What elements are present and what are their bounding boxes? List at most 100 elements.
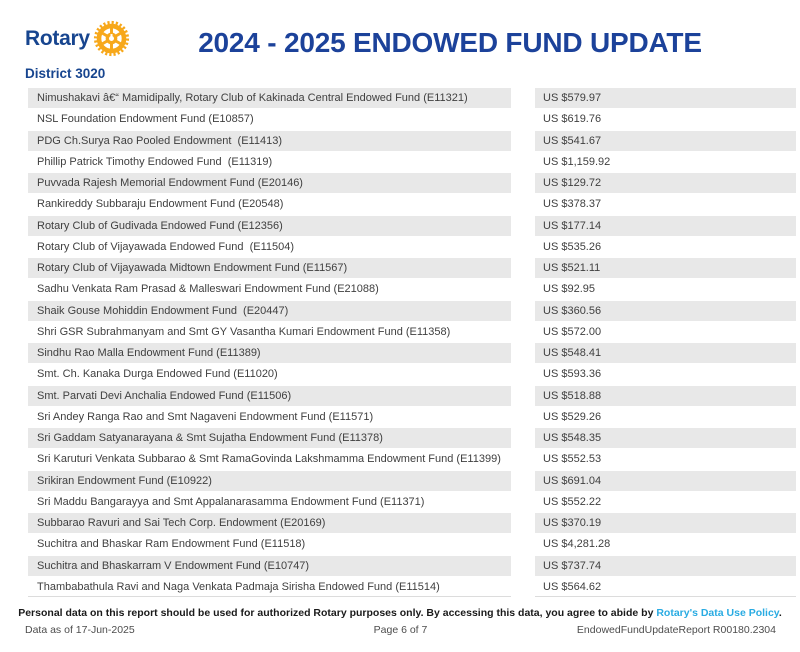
table-row: Sri Maddu Bangarayya and Smt Appalanaras… (28, 491, 796, 512)
fund-name-cell: Rankireddy Subbaraju Endowment Fund (E20… (28, 194, 511, 215)
table-row: Srikiran Endowment Fund (E10922) US $691… (28, 470, 796, 491)
privacy-notice: Personal data on this report should be u… (0, 607, 800, 619)
report-id: EndowedFundUpdateReport R00180.2304 (576, 624, 776, 636)
fund-name-cell: Smt. Parvati Devi Anchalia Endowed Fund … (28, 385, 511, 406)
table-row: Rotary Club of Vijayawada Endowed Fund (… (28, 236, 796, 257)
district-label: District 3020 (25, 66, 106, 81)
fund-name-cell: Sri Maddu Bangarayya and Smt Appalanaras… (28, 491, 511, 512)
table-row: PDG Ch.Surya Rao Pooled Endowment (E1141… (28, 130, 796, 151)
page-title: 2024 - 2025 ENDOWED FUND UPDATE (198, 27, 702, 58)
rotary-logo: Rotary (25, 20, 130, 57)
table-row: Smt. Parvati Devi Anchalia Endowed Fund … (28, 385, 796, 406)
fund-name-cell: NSL Foundation Endowment Fund (E10857) (28, 109, 511, 130)
table-row: Puvvada Rajesh Memorial Endowment Fund (… (28, 173, 796, 194)
column-gap (511, 258, 535, 278)
table-row: Sri Karuturi Venkata Subbarao & Smt Rama… (28, 449, 796, 470)
table-row: Nimushakavi â€“ Mamidipally, Rotary Club… (28, 88, 796, 109)
column-gap (511, 131, 535, 151)
table-row: Phillip Patrick Timothy Endowed Fund (E1… (28, 151, 796, 172)
fund-name-cell: Srikiran Endowment Fund (E10922) (28, 470, 511, 491)
fund-name-cell: Rotary Club of Gudivada Endowed Fund (E1… (28, 215, 511, 236)
table-row: NSL Foundation Endowment Fund (E10857) U… (28, 109, 796, 130)
table-row: Sadhu Venkata Ram Prasad & Malleswari En… (28, 279, 796, 300)
fund-amount-cell: US $552.53 (535, 449, 796, 470)
fund-amount-cell: US $579.97 (535, 88, 796, 109)
fund-name-cell: Sri Andey Ranga Rao and Smt Nagaveni End… (28, 406, 511, 427)
privacy-notice-text: Personal data on this report should be u… (18, 607, 657, 619)
fund-name-cell: Subbarao Ravuri and Sai Tech Corp. Endow… (28, 513, 511, 534)
column-gap (511, 556, 535, 576)
column-gap (511, 343, 535, 363)
fund-name-cell: Suchitra and Bhaskar Ram Endowment Fund … (28, 534, 511, 555)
fund-name-cell: Sri Gaddam Satyanarayana & Smt Sujatha E… (28, 428, 511, 449)
fund-amount-cell: US $564.62 (535, 576, 796, 597)
fund-name-cell: Suchitra and Bhaskarram V Endowment Fund… (28, 555, 511, 576)
table-row: Rankireddy Subbaraju Endowment Fund (E20… (28, 194, 796, 215)
column-gap (511, 322, 535, 342)
fund-amount-cell: US $4,281.28 (535, 534, 796, 555)
table-row: Suchitra and Bhaskarram V Endowment Fund… (28, 555, 796, 576)
data-as-of: Data as of 17-Jun-2025 (25, 624, 135, 636)
table-row: Suchitra and Bhaskar Ram Endowment Fund … (28, 534, 796, 555)
table-row: Shri GSR Subrahmanyam and Smt GY Vasanth… (28, 321, 796, 342)
fund-name-cell: Phillip Patrick Timothy Endowed Fund (E1… (28, 151, 511, 172)
column-gap (511, 88, 535, 108)
fund-amount-cell: US $521.11 (535, 258, 796, 279)
fund-name-cell: Nimushakavi â€“ Mamidipally, Rotary Club… (28, 88, 511, 109)
table-row: Smt. Ch. Kanaka Durga Endowed Fund (E110… (28, 364, 796, 385)
fund-amount-cell: US $177.14 (535, 215, 796, 236)
fund-amount-cell: US $737.74 (535, 555, 796, 576)
fund-amount-cell: US $548.35 (535, 428, 796, 449)
footer-meta: Data as of 17-Jun-2025 Page 6 of 7 Endow… (25, 624, 776, 636)
table-row: Rotary Club of Vijayawada Midtown Endowm… (28, 258, 796, 279)
table-row: Rotary Club of Gudivada Endowed Fund (E1… (28, 215, 796, 236)
column-gap (511, 237, 535, 257)
column-gap (511, 301, 535, 321)
column-gap (511, 428, 535, 448)
fund-amount-cell: US $572.00 (535, 321, 796, 342)
fund-amount-cell: US $529.26 (535, 406, 796, 427)
fund-amount-cell: US $619.76 (535, 109, 796, 130)
fund-amount-cell: US $92.95 (535, 279, 796, 300)
column-gap (511, 279, 535, 299)
fund-name-cell: Shaik Gouse Mohiddin Endowment Fund (E20… (28, 300, 511, 321)
rotary-gear-icon (93, 20, 129, 57)
column-gap (511, 386, 535, 406)
column-gap (511, 109, 535, 129)
column-gap (511, 407, 535, 427)
privacy-notice-period: . (778, 607, 782, 619)
column-gap (511, 492, 535, 512)
data-use-policy-link[interactable]: Rotary's Data Use Policy (656, 607, 779, 619)
fund-name-cell: Sadhu Venkata Ram Prasad & Malleswari En… (28, 279, 511, 300)
fund-name-cell: Thambabathula Ravi and Naga Venkata Padm… (28, 576, 511, 597)
fund-name-cell: Smt. Ch. Kanaka Durga Endowed Fund (E110… (28, 364, 511, 385)
fund-name-cell: Shri GSR Subrahmanyam and Smt GY Vasanth… (28, 321, 511, 342)
rotary-wordmark: Rotary (25, 27, 90, 50)
fund-amount-cell: US $360.56 (535, 300, 796, 321)
fund-amount-cell: US $593.36 (535, 364, 796, 385)
fund-amount-cell: US $541.67 (535, 130, 796, 151)
fund-amount-cell: US $691.04 (535, 470, 796, 491)
fund-name-cell: Rotary Club of Vijayawada Endowed Fund (… (28, 236, 511, 257)
fund-amount-cell: US $548.41 (535, 343, 796, 364)
table-row: Sri Gaddam Satyanarayana & Smt Sujatha E… (28, 428, 796, 449)
column-gap (511, 534, 535, 554)
fund-name-cell: Puvvada Rajesh Memorial Endowment Fund (… (28, 173, 511, 194)
fund-name-cell: Rotary Club of Vijayawada Midtown Endowm… (28, 258, 511, 279)
table-row: Thambabathula Ravi and Naga Venkata Padm… (28, 576, 796, 597)
fund-name-cell: Sri Karuturi Venkata Subbarao & Smt Rama… (28, 449, 511, 470)
column-gap (511, 173, 535, 193)
column-gap (511, 152, 535, 172)
table-row: Subbarao Ravuri and Sai Tech Corp. Endow… (28, 513, 796, 534)
page-number: Page 6 of 7 (373, 624, 428, 636)
column-gap (511, 364, 535, 384)
fund-amount-cell: US $518.88 (535, 385, 796, 406)
fund-amount-cell: US $1,159.92 (535, 151, 796, 172)
column-gap (511, 577, 535, 597)
fund-amount-cell: US $378.37 (535, 194, 796, 215)
fund-amount-cell: US $129.72 (535, 173, 796, 194)
fund-name-cell: PDG Ch.Surya Rao Pooled Endowment (E1141… (28, 130, 511, 151)
column-gap (511, 194, 535, 214)
table-row: Sindhu Rao Malla Endowment Fund (E11389)… (28, 343, 796, 364)
fund-name-cell: Sindhu Rao Malla Endowment Fund (E11389) (28, 343, 511, 364)
